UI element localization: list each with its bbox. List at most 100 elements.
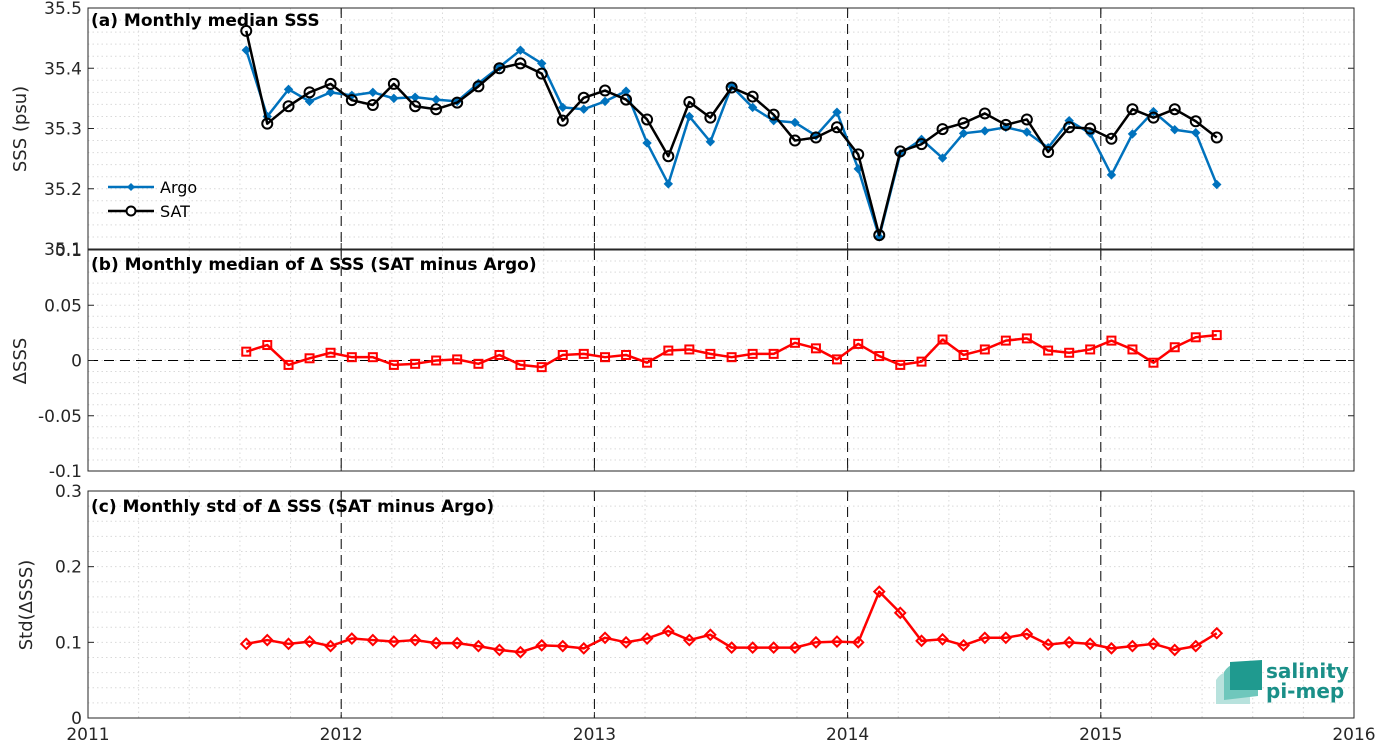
data-point-a-1-5 xyxy=(345,94,358,107)
x-tick-label-2: 2013 xyxy=(573,725,616,745)
data-point-a-0-35 xyxy=(980,126,990,136)
panel-a-series xyxy=(240,24,1223,242)
data-point-a-1-20 xyxy=(662,150,675,163)
x-tick-label-4: 2015 xyxy=(1079,725,1122,745)
data-point-a-1-39 xyxy=(1063,121,1076,134)
data-point-b-0-15 xyxy=(557,349,568,360)
panel-b: -0.1 -0.05 0 0.05 0.1 (b) Monthly median of … xyxy=(10,241,1355,482)
data-point-a-0-42 xyxy=(1127,129,1138,139)
panel-a-ylabel: SSS (psu) xyxy=(10,86,31,172)
data-point-b-0-29 xyxy=(853,338,864,349)
data-point-a-0-9 xyxy=(431,94,441,105)
x-tick-label-1: 2012 xyxy=(320,725,363,745)
y-tick-label-c-0: 0 xyxy=(71,709,82,729)
x-tick-labels: 2011 2012 2013 2014 2015 2016 xyxy=(66,725,1375,745)
panel-c-axis: 0 0.1 0.2 0.3 xyxy=(55,482,1355,729)
data-point-a-0-24 xyxy=(747,102,758,113)
data-point-a-1-35 xyxy=(978,107,991,120)
y-tick-label-b-1: -0.05 xyxy=(38,407,82,427)
data-point-b-0-31 xyxy=(895,359,906,370)
data-point-b-0-39 xyxy=(1064,347,1075,358)
data-point-c-0-46 xyxy=(1210,626,1224,640)
y-tick-label-c-2: 0.2 xyxy=(55,558,82,578)
data-point-a-1-27 xyxy=(809,131,822,144)
panel-b-series xyxy=(241,330,1222,373)
data-point-c-0-34 xyxy=(957,638,970,652)
data-point-a-1-42 xyxy=(1126,103,1139,116)
data-point-b-0-23 xyxy=(726,352,737,363)
data-point-a-1-22 xyxy=(704,111,717,124)
data-point-a-0-28 xyxy=(832,107,842,117)
data-point-a-1-16 xyxy=(577,91,590,104)
panel-c-grid xyxy=(88,490,1354,719)
data-point-c-0-10 xyxy=(450,636,464,650)
data-point-c-0-18 xyxy=(619,635,633,649)
data-point-c-0-0 xyxy=(239,637,253,651)
data-point-a-1-38 xyxy=(1042,145,1055,158)
data-point-c-0-30 xyxy=(872,585,886,599)
salinity-pi-mep-logo: salinity pi-mep xyxy=(1216,659,1349,704)
panel-b-ylabel: ΔSSS xyxy=(10,338,31,385)
data-point-b-0-25 xyxy=(768,348,779,359)
data-point-c-0-28 xyxy=(830,635,844,648)
data-point-b-0-37 xyxy=(1021,333,1032,344)
data-point-c-0-21 xyxy=(682,633,696,647)
data-point-a-1-26 xyxy=(788,134,801,147)
data-point-c-0-39 xyxy=(1062,635,1076,649)
data-point-c-0-41 xyxy=(1105,641,1118,655)
panel-c-ylabel: Std(ΔSSS) xyxy=(16,560,37,651)
panel-a-legend: Argo SAT xyxy=(108,178,197,221)
series-line-a-1 xyxy=(245,30,1218,237)
data-point-c-0-42 xyxy=(1126,639,1139,653)
panel-b-grid xyxy=(88,249,1354,472)
data-point-b-0-4 xyxy=(325,347,336,358)
series-line-c-0 xyxy=(246,590,1218,654)
data-point-c-0-32 xyxy=(915,634,928,648)
data-point-a-1-3 xyxy=(303,86,316,99)
data-point-b-0-21 xyxy=(684,344,695,355)
data-point-b-0-24 xyxy=(747,348,758,359)
data-point-c-0-45 xyxy=(1189,639,1203,653)
data-point-b-0-6 xyxy=(367,352,378,363)
data-point-a-1-33 xyxy=(936,123,949,136)
data-point-a-1-14 xyxy=(535,67,548,80)
data-point-b-0-8 xyxy=(410,358,421,369)
panel-c: 0 0.1 0.2 0.3 (c) Monthly std of Δ SSS (SAT… xyxy=(16,482,1355,729)
logo-wave-icon xyxy=(1216,660,1262,704)
y-tick-label-a-4: 35.5 xyxy=(44,0,82,19)
data-point-c-0-15 xyxy=(556,639,570,653)
data-point-c-0-9 xyxy=(429,636,443,650)
data-point-c-0-7 xyxy=(387,635,401,648)
data-point-c-0-20 xyxy=(661,624,675,638)
logo-line2: pi-mep xyxy=(1266,679,1344,703)
data-point-b-0-30 xyxy=(874,351,885,362)
data-point-a-0-0 xyxy=(241,45,251,55)
data-point-c-0-22 xyxy=(703,628,717,642)
data-point-b-0-28 xyxy=(831,354,842,365)
y-tick-label-b-2: 0 xyxy=(71,352,82,372)
panel-b-title: (b) Monthly median of Δ SSS (SAT minus A… xyxy=(91,255,537,275)
data-point-b-0-20 xyxy=(663,345,674,356)
data-point-a-1-13 xyxy=(514,57,527,70)
data-point-c-0-29 xyxy=(851,635,865,649)
data-point-a-1-7 xyxy=(387,77,400,90)
data-point-b-0-12 xyxy=(494,349,505,360)
legend-argo-marker xyxy=(127,183,135,191)
panel-b-axis: -0.1 -0.05 0 0.05 0.1 xyxy=(38,241,1355,482)
data-point-b-0-41 xyxy=(1106,335,1117,346)
data-point-a-0-4 xyxy=(325,87,336,98)
data-point-b-0-1 xyxy=(262,340,273,351)
data-point-c-0-31 xyxy=(893,606,907,620)
data-point-a-0-22 xyxy=(705,137,716,147)
data-point-a-1-37 xyxy=(1020,113,1033,126)
data-point-c-0-25 xyxy=(767,641,781,655)
data-point-a-1-12 xyxy=(493,62,506,75)
data-point-a-1-41 xyxy=(1105,132,1118,145)
data-point-b-0-35 xyxy=(979,344,990,355)
data-point-c-0-11 xyxy=(472,639,485,653)
data-point-a-0-26 xyxy=(790,117,800,128)
data-point-c-0-35 xyxy=(978,631,992,645)
legend-sat-marker xyxy=(125,205,137,217)
x-tick-label-0: 2011 xyxy=(66,725,109,745)
